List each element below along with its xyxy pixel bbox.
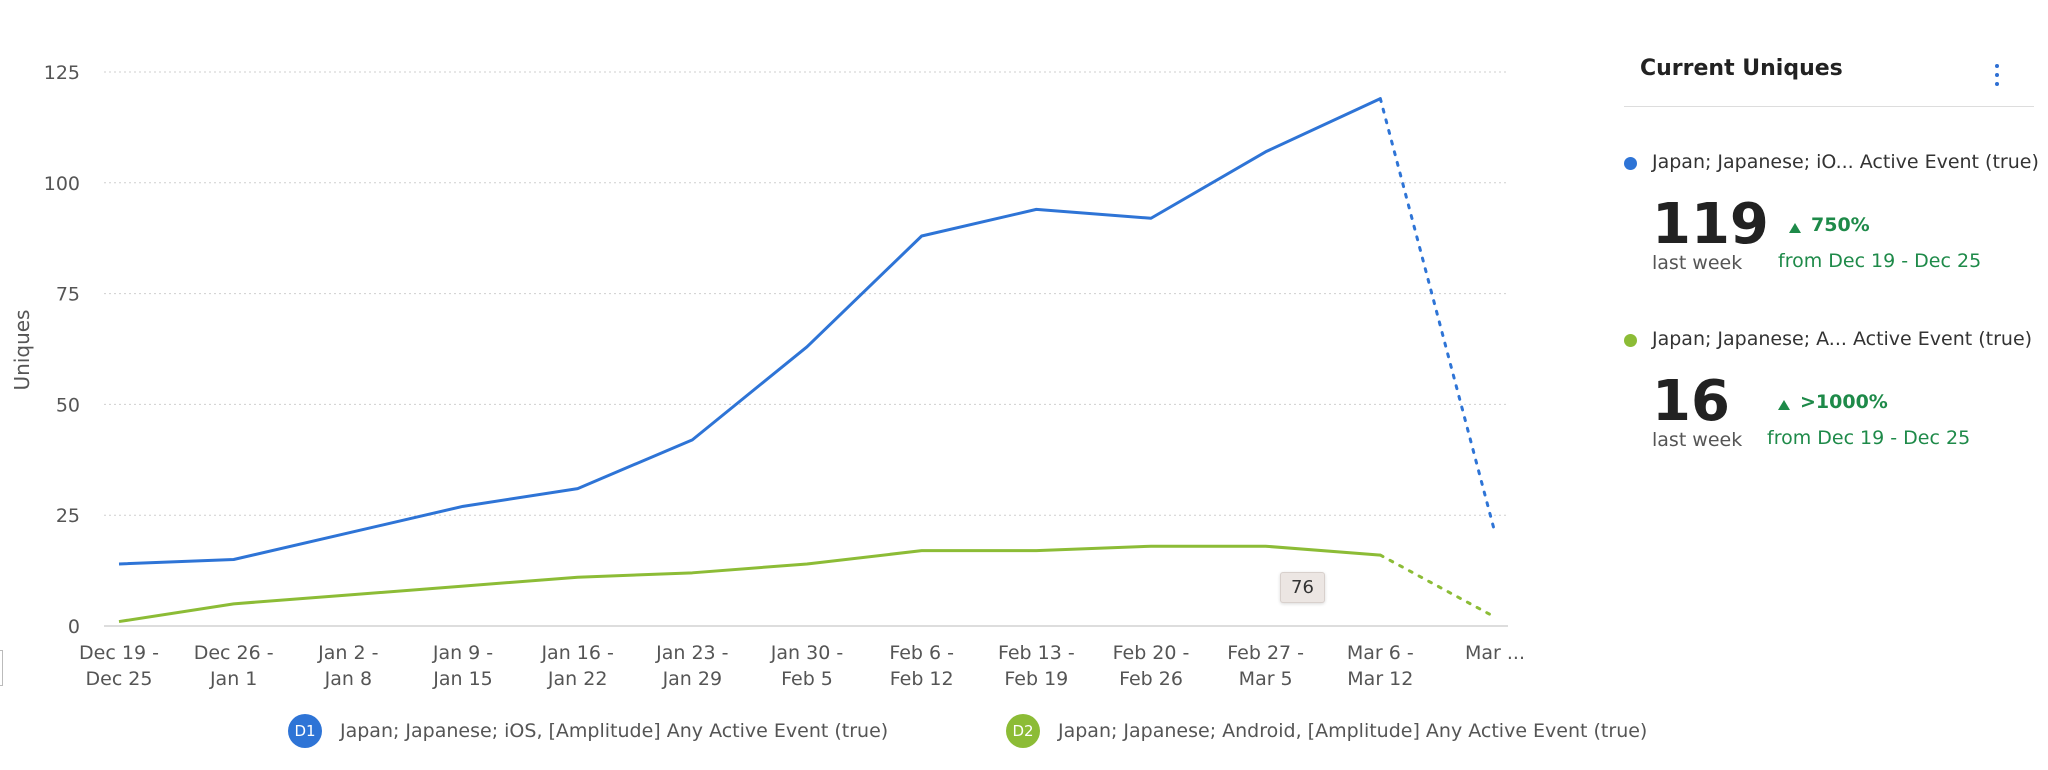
x-tick-label: Jan 2 - (317, 642, 378, 664)
x-tick-label: Feb 26 (1119, 668, 1183, 690)
legend-badge-d2: D2 (1006, 714, 1040, 748)
x-tick-label: Jan 1 (209, 668, 257, 690)
entry-value: 119 (1652, 192, 1769, 257)
grid-lines (104, 71, 1508, 627)
y-tick-label: 125 (44, 62, 80, 84)
x-tick-label: Dec 25 (86, 668, 153, 690)
series-color-dot (1624, 334, 1637, 347)
x-tick-label: Mar 5 (1239, 668, 1293, 690)
x-tick-label: Feb 19 (1004, 668, 1068, 690)
x-tick-labels: Dec 19 - Dec 25 Dec 26 - Jan 1 Jan 2 - Jan 8 J… (79, 642, 1525, 690)
x-tick-label: Feb 6 - (889, 642, 954, 664)
series-lines (118, 97, 1497, 624)
y-tick-label: 50 (56, 394, 80, 416)
x-tick-label: Feb 27 - (1227, 642, 1304, 664)
legend-item-d1[interactable]: D1 Japan; Japanese; iOS, [Amplitude] Any… (288, 714, 888, 748)
x-tick-label: Feb 5 (781, 668, 833, 690)
y-tick-label: 25 (56, 505, 80, 527)
entry-from: from Dec 19 - Dec 25 (1778, 250, 1982, 272)
x-tick-label: Mar ... (1465, 642, 1525, 664)
x-tick-label: Feb 12 (890, 668, 954, 690)
triangle-up-icon (1778, 400, 1790, 410)
series-incomplete-line-d1[interactable] (1378, 97, 1497, 535)
entry-change: 750% (1811, 214, 1870, 236)
x-tick-label: Jan 16 - (540, 642, 613, 664)
edge-handle (0, 650, 3, 686)
line-chart: 0 25 50 75 100 125 Dec 19 - Dec 25 Dec 26 - Jan … (10, 62, 1525, 690)
y-tick-label: 100 (44, 173, 80, 195)
x-tick-label: Jan 30 - (770, 642, 843, 664)
series-line-d1[interactable] (118, 97, 1381, 566)
x-tick-label: Dec 19 - (79, 642, 159, 664)
x-tick-label: Jan 9 - (432, 642, 493, 664)
entry-period: last week (1652, 252, 1743, 274)
y-tick-label: 75 (56, 284, 80, 306)
x-tick-label: Dec 26 - (194, 642, 274, 664)
entry-label: Japan; Japanese; A... Active Event (true… (1652, 328, 2033, 350)
x-tick-label: Feb 13 - (998, 642, 1075, 664)
x-tick-label: Mar 6 - (1347, 642, 1414, 664)
entry-change: >1000% (1800, 391, 1888, 413)
panel-title: Current Uniques (1640, 56, 1843, 81)
x-tick-label: Mar 12 (1347, 668, 1413, 690)
x-tick-label: Jan 22 (547, 668, 608, 690)
legend-badge-d1: D1 (288, 714, 322, 748)
hover-tooltip: 76 (1280, 572, 1325, 603)
x-tick-label: Jan 15 (432, 668, 493, 690)
x-tick-label: Jan 8 (324, 668, 372, 690)
entry-value: 16 (1652, 369, 1730, 434)
legend-label-d2: Japan; Japanese; Android, [Amplitude] An… (1058, 720, 1648, 742)
x-tick-label: Feb 20 - (1113, 642, 1190, 664)
entry-label: Japan; Japanese; iO... Active Event (tru… (1652, 151, 2039, 173)
series-incomplete-line-d2[interactable] (1378, 553, 1497, 619)
kebab-menu-icon[interactable] (1990, 62, 2004, 88)
y-tick-label: 0 (68, 616, 80, 638)
series-color-dot (1624, 157, 1637, 170)
x-tick-label: Jan 29 (662, 668, 723, 690)
y-axis-label: Uniques (10, 310, 34, 391)
legend-item-d2[interactable]: D2 Japan; Japanese; Android, [Amplitude]… (1006, 714, 1647, 748)
legend-label-d1: Japan; Japanese; iOS, [Amplitude] Any Ac… (340, 720, 889, 742)
entry-from: from Dec 19 - Dec 25 (1767, 427, 1971, 449)
entry-period: last week (1652, 429, 1743, 451)
series-line-d2[interactable] (118, 544, 1381, 624)
x-tick-label: Jan 23 - (655, 642, 728, 664)
panel-divider (1624, 106, 2034, 107)
triangle-up-icon (1789, 223, 1801, 233)
y-tick-labels: 0 25 50 75 100 125 (44, 62, 80, 638)
